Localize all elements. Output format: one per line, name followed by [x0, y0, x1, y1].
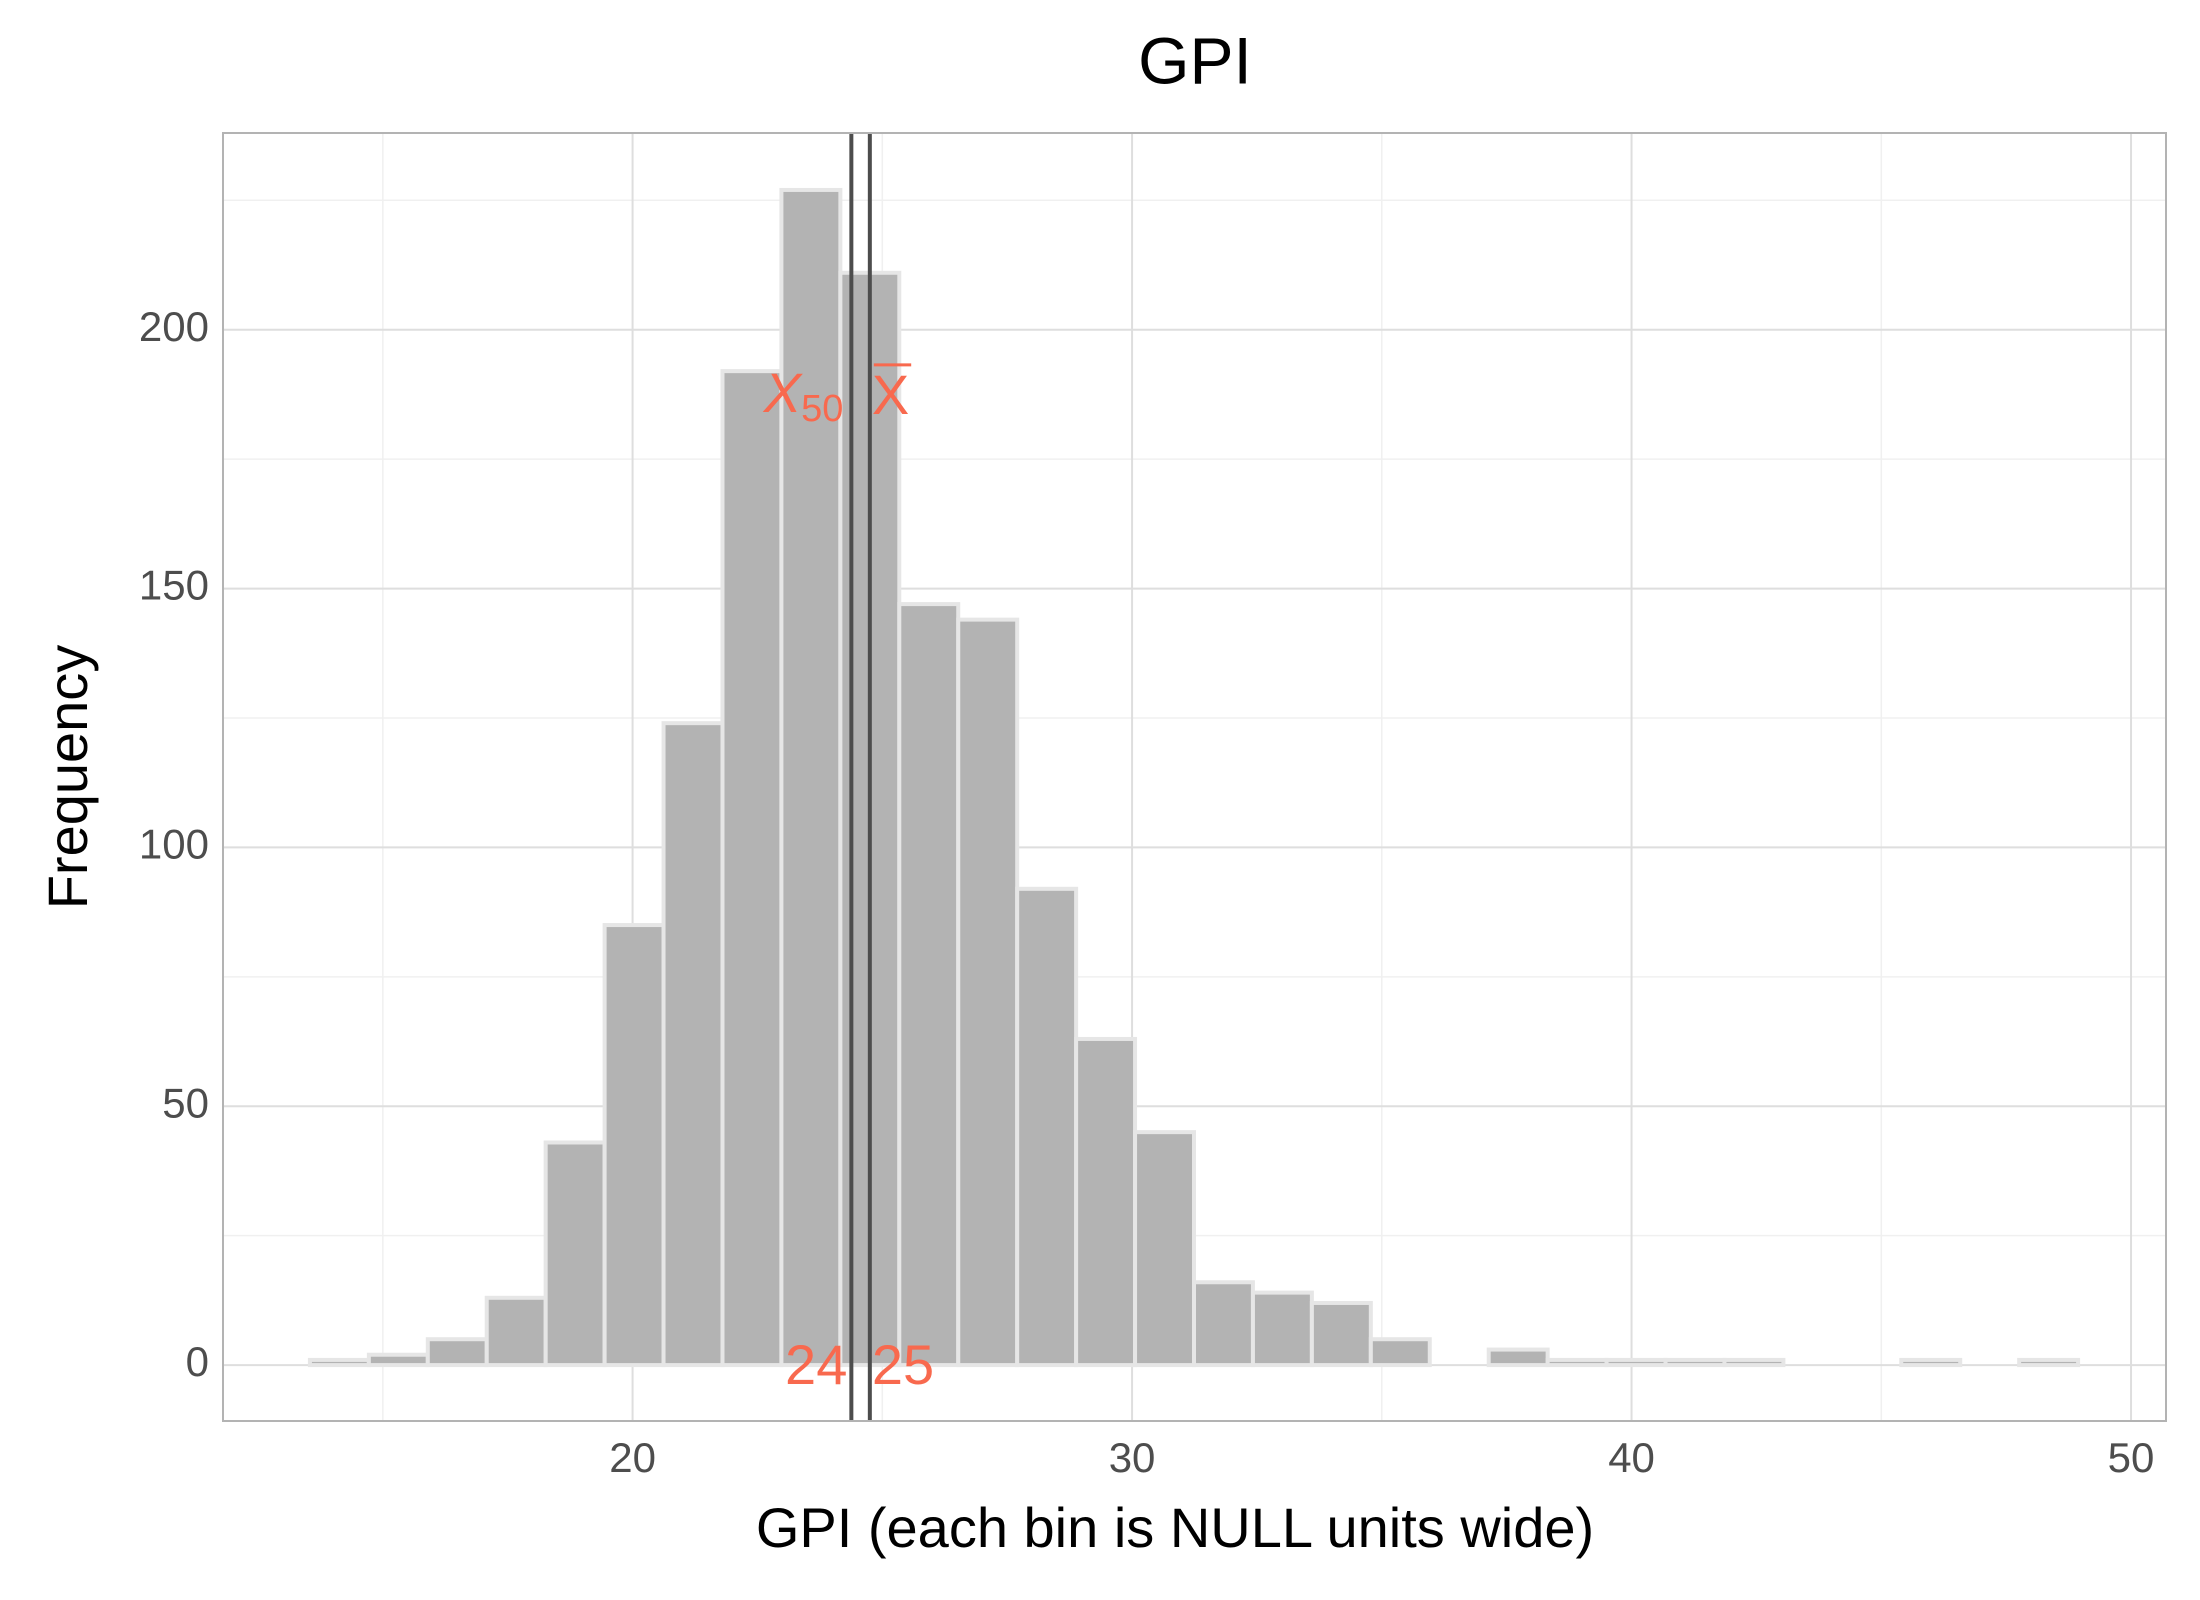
- bar: [897, 602, 961, 1368]
- chart-title: GPI: [1138, 23, 1252, 97]
- bar: [1250, 1290, 1314, 1368]
- x-tick-label: 30: [1109, 1434, 1156, 1481]
- y-tick-label: 200: [139, 303, 209, 350]
- plot-border: [222, 132, 2167, 1422]
- bar: [425, 1337, 489, 1368]
- x-tick-label: 50: [2108, 1434, 2155, 1481]
- y-axis-title: Frequency: [36, 645, 99, 910]
- y-tick-label: 100: [139, 820, 209, 867]
- bar: [543, 1140, 607, 1368]
- bar: [1545, 1357, 1609, 1368]
- bar: [720, 369, 784, 1368]
- bar: [1133, 1130, 1197, 1368]
- median-symbol-subscript: 50: [801, 388, 843, 430]
- x-axis-title: GPI (each bin is NULL units wide): [756, 1496, 1594, 1559]
- bar: [1074, 1036, 1138, 1368]
- bar: [366, 1352, 430, 1368]
- bar: [1604, 1357, 1668, 1368]
- bar: [1486, 1347, 1550, 1368]
- bar: [661, 721, 725, 1368]
- y-tick-label: 0: [186, 1338, 209, 1385]
- x-tick-label: 40: [1608, 1434, 1655, 1481]
- bar: [1899, 1357, 1963, 1368]
- mean-symbol: X: [872, 363, 909, 426]
- x-tick-label: 20: [609, 1434, 656, 1481]
- bar: [1192, 1280, 1255, 1368]
- bar: [956, 617, 1020, 1368]
- mean-value-label: 25: [872, 1333, 934, 1396]
- y-tick-label: 150: [139, 562, 209, 609]
- bar: [307, 1357, 371, 1368]
- median-symbol-letter: X: [762, 361, 804, 424]
- y-tick-label: 50: [162, 1079, 209, 1126]
- median-symbol: X50: [762, 361, 844, 430]
- bar: [1015, 886, 1079, 1368]
- bar: [602, 923, 666, 1368]
- bar: [1368, 1337, 1432, 1368]
- bar: [2017, 1357, 2081, 1368]
- bar: [484, 1295, 548, 1368]
- bar: [1309, 1300, 1373, 1368]
- median-value-label: 24: [785, 1333, 847, 1396]
- bar: [1663, 1357, 1727, 1368]
- bar: [1722, 1357, 1786, 1368]
